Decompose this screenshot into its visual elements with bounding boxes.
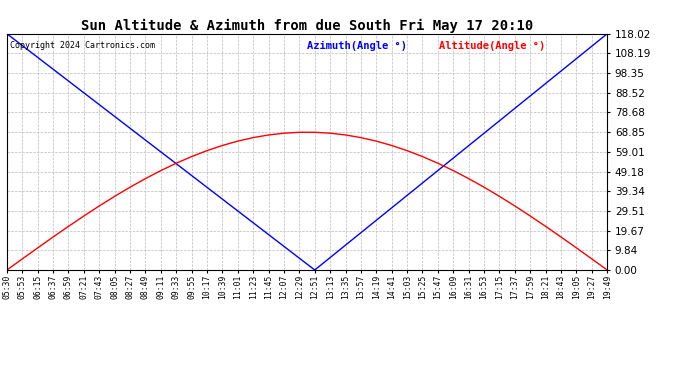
Text: Altitude(Angle °): Altitude(Angle °): [439, 41, 545, 51]
Text: Azimuth(Angle °): Azimuth(Angle °): [307, 41, 407, 51]
Text: Copyright 2024 Cartronics.com: Copyright 2024 Cartronics.com: [10, 41, 155, 50]
Title: Sun Altitude & Azimuth from due South Fri May 17 20:10: Sun Altitude & Azimuth from due South Fr…: [81, 18, 533, 33]
